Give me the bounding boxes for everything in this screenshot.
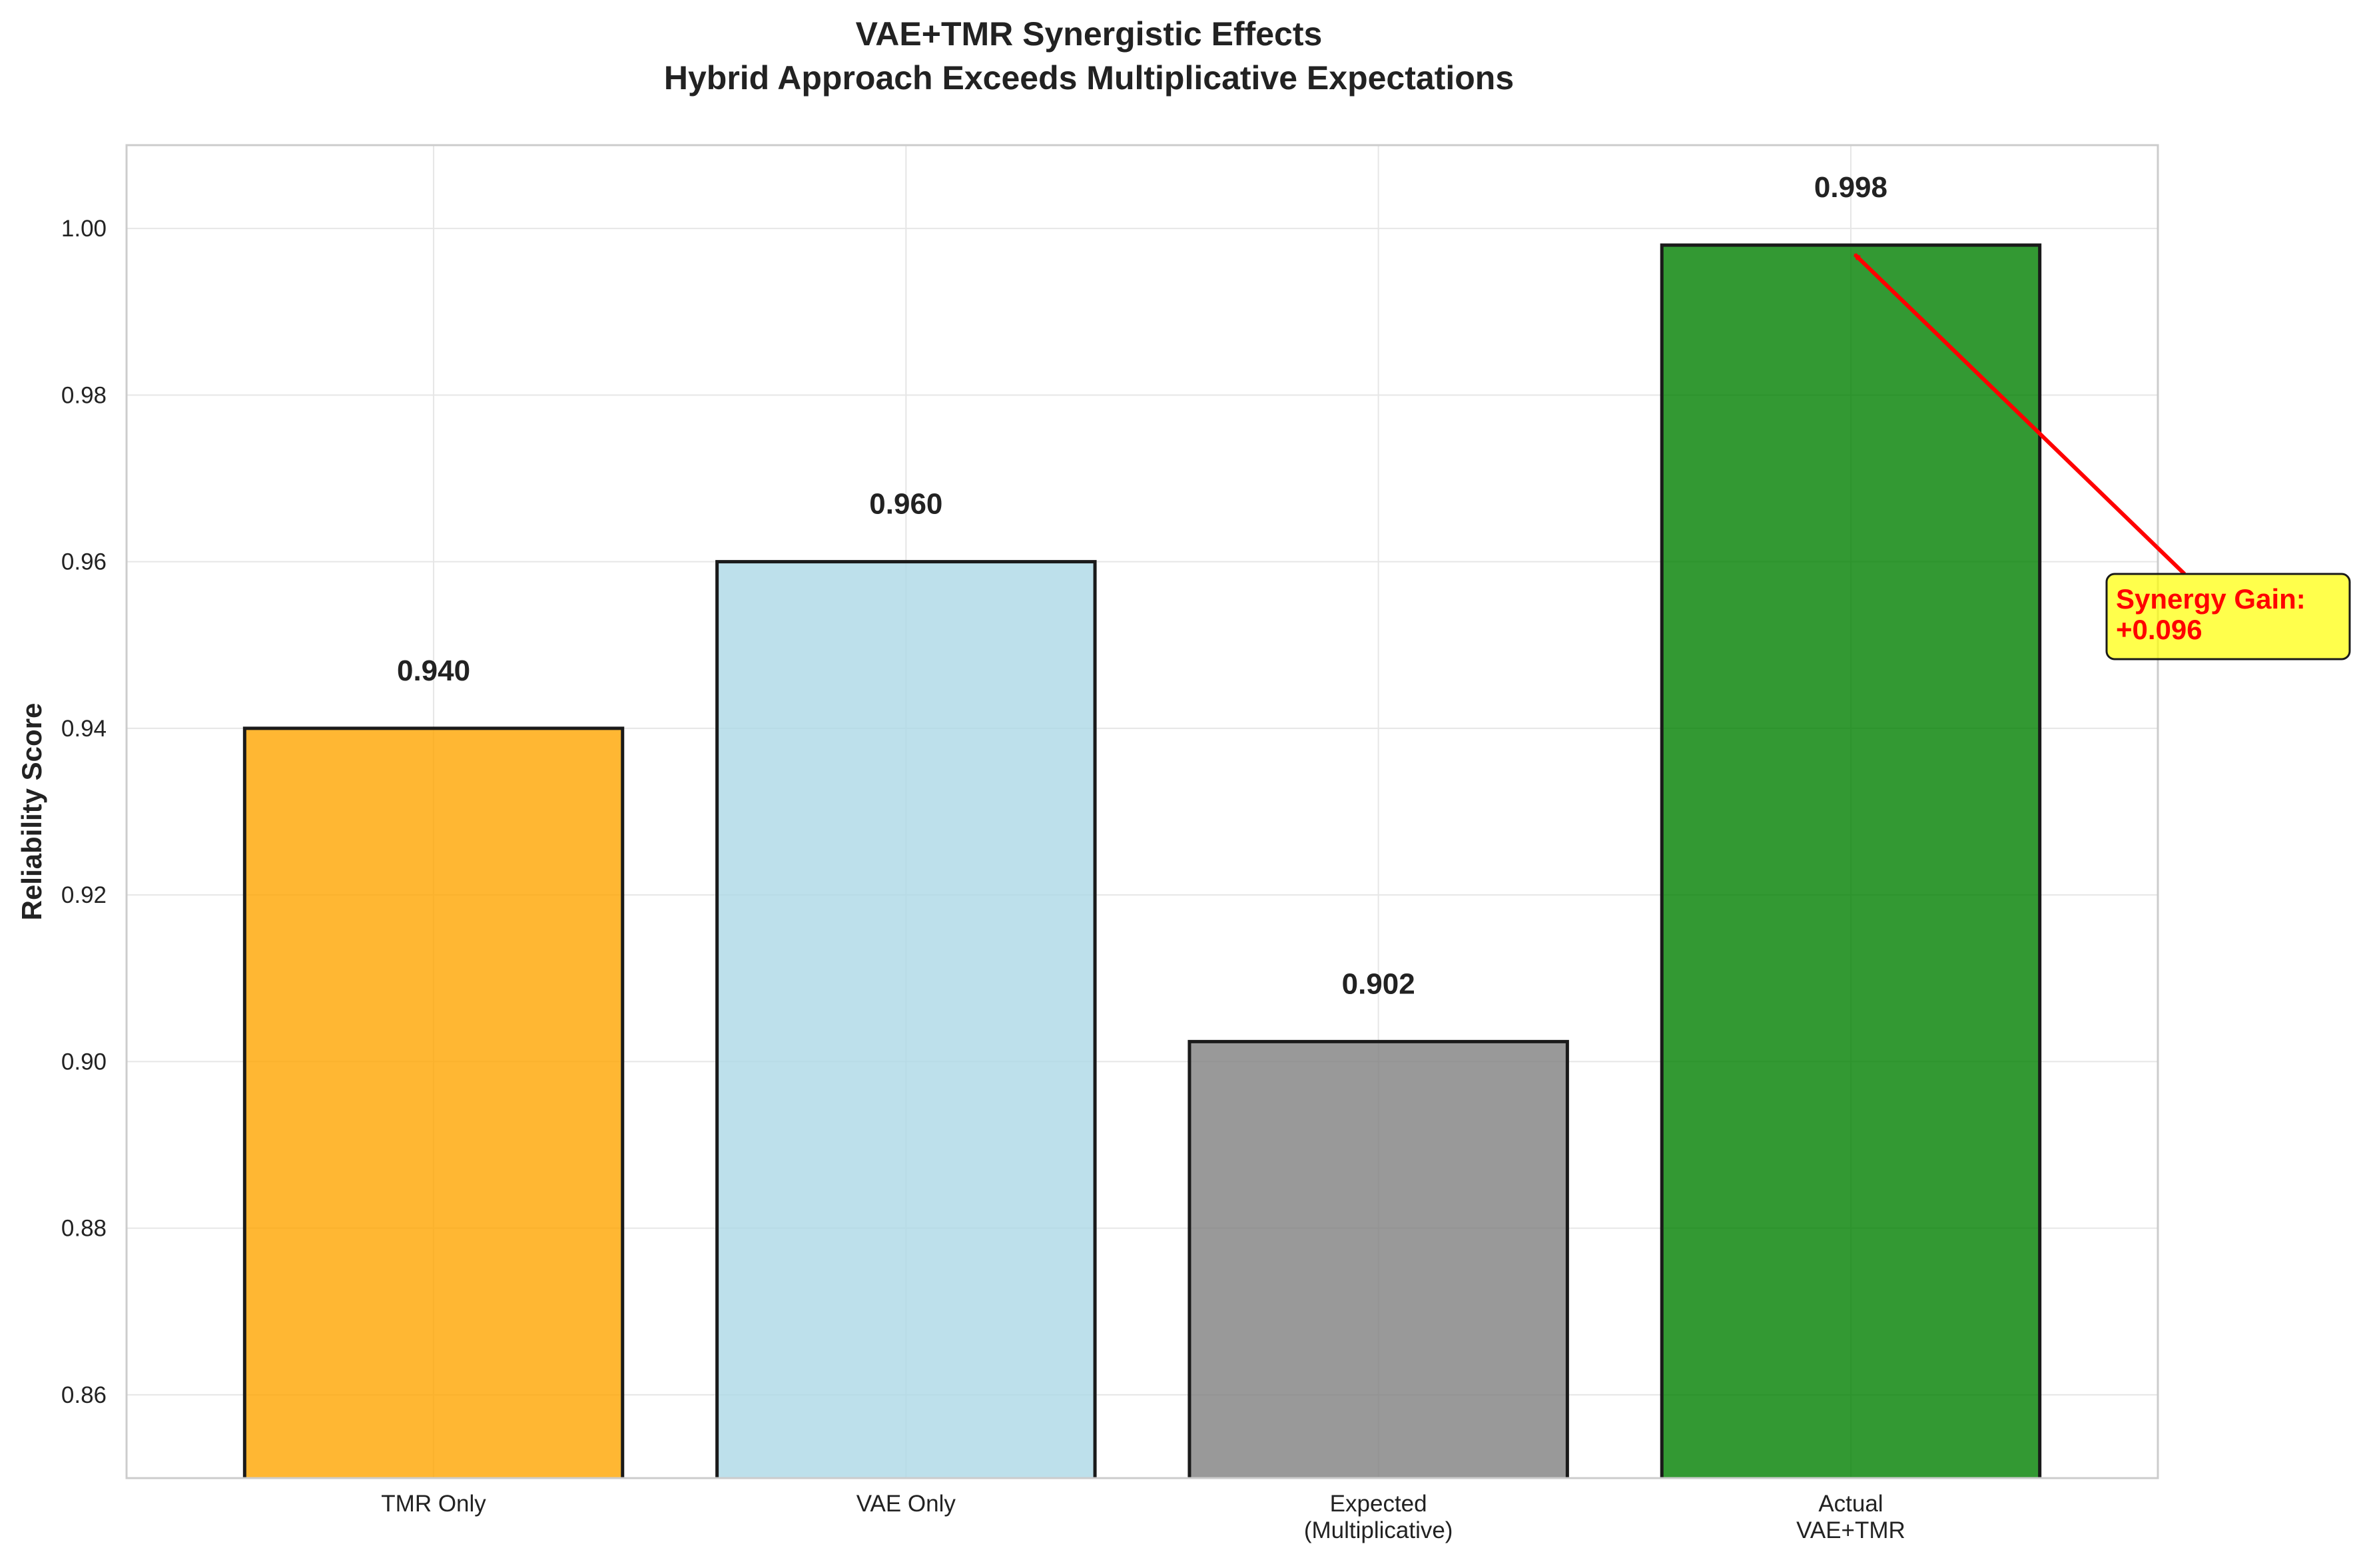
- y-tick-label-3: 0.92: [61, 882, 107, 908]
- value-label-2: 0.902: [1342, 967, 1415, 1000]
- plot-frame: [125, 144, 2159, 1479]
- y-tick-label-4: 0.94: [61, 716, 107, 742]
- y-axis-label-group: Reliability Score: [16, 703, 47, 921]
- synergy-annotation: Synergy Gain: +0.096: [1853, 252, 2351, 660]
- synergy-label: Synergy Gain: +0.096: [2116, 583, 2306, 645]
- y-tick-label-6: 0.98: [61, 382, 107, 408]
- x-tick-label-1: VAE Only: [856, 1491, 956, 1517]
- bar-outline-2: [1187, 1039, 1569, 1478]
- chart-title-text: VAE+TMR Synergistic Effects Hybrid Approa…: [664, 15, 1514, 97]
- y-tick-label-0: 0.86: [61, 1382, 107, 1408]
- bar-outline-1: [715, 560, 1097, 1478]
- y-tick-label-1: 0.88: [61, 1216, 107, 1242]
- y-axis-label: Reliability Score: [16, 703, 47, 921]
- y-tick-label-2: 0.90: [61, 1049, 107, 1075]
- y-axis-ticks: 0.86 0.88 0.90 0.92 0.94 0.96 0.98 1.00: [61, 216, 107, 1408]
- synergy-arrow: [1853, 252, 2187, 576]
- x-tick-label-3: Actual VAE+TMR: [1796, 1491, 1905, 1543]
- plot-frame-rect: [125, 144, 2159, 1479]
- x-tick-label-0: TMR Only: [381, 1491, 486, 1517]
- bar-3: [1662, 245, 2040, 1478]
- bar-1: [717, 561, 1096, 1478]
- bar-0: [244, 728, 623, 1478]
- value-labels: 0.940 0.960 0.902 0.998: [397, 171, 1887, 1000]
- y-tick-label-7: 1.00: [61, 216, 107, 242]
- bar-outline-0: [242, 726, 625, 1478]
- x-tick-label-2: Expected (Multiplicative): [1304, 1491, 1453, 1543]
- synergy-box: [2105, 573, 2351, 660]
- value-label-3: 0.998: [1814, 171, 1887, 204]
- value-label-0: 0.940: [397, 654, 470, 687]
- bar-2: [1189, 1041, 1568, 1478]
- chart-title: VAE+TMR Synergistic Effects Hybrid Approa…: [664, 15, 1514, 97]
- bars: [242, 243, 2042, 1478]
- value-label-1: 0.960: [869, 488, 942, 521]
- bar-outline-3: [1660, 243, 2042, 1478]
- y-tick-label-5: 0.96: [61, 549, 107, 575]
- x-axis-ticks: TMR Only VAE Only Expected (Multiplicative)…: [381, 1491, 1905, 1543]
